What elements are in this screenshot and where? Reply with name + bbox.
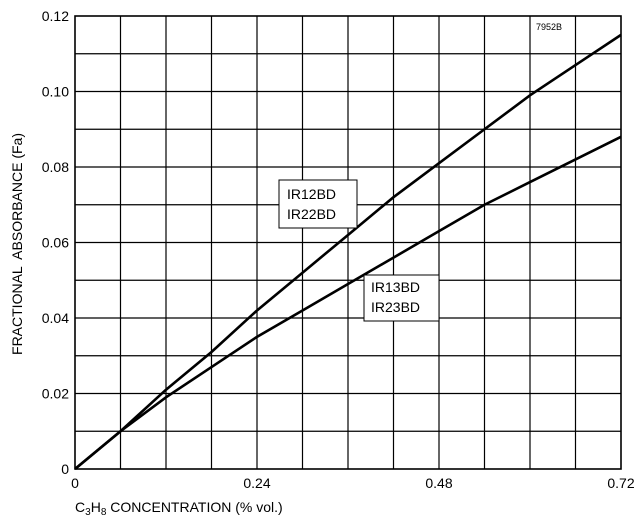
figure-code-text: 7952B	[536, 22, 562, 32]
y-tick-label: 0	[61, 461, 69, 477]
series-label-0-line-2: IR22BD	[287, 206, 336, 222]
plot-frame	[74, 15, 622, 470]
series-group	[74, 33, 622, 471]
x-axis-label-c: C	[75, 499, 85, 515]
figure-code: 7952B	[533, 18, 573, 34]
series-label-1-line-1: IR13BD	[371, 279, 420, 295]
figure-code-box	[533, 18, 573, 34]
x-axis-label-suffix: CONCENTRATION (% vol.)	[106, 499, 282, 515]
series-label-1-line-2: IR23BD	[371, 299, 420, 315]
y-tick-label: 0.08	[42, 159, 69, 175]
x-axis-label-sub2: 8	[101, 507, 107, 518]
x-tick-label: 0.48	[425, 475, 452, 491]
x-tick-label: 0.24	[243, 475, 270, 491]
series-label-0-line-1: IR12BD	[287, 186, 336, 202]
y-tick-label: 0.04	[42, 310, 69, 326]
series-label-0: IR12BD IR22BD	[278, 179, 358, 229]
y-tick-label: 0.06	[42, 235, 69, 251]
series-line-0	[74, 33, 622, 471]
tick-labels: 0 0.24 0.48 0.72 0 0.02 0.04 0.06 0.08 0.10 0.12	[42, 8, 635, 491]
y-tick-label: 0.10	[42, 84, 69, 100]
x-tick-label: 0.72	[607, 475, 634, 491]
series-label-1: IR13BD IR23BD	[363, 274, 440, 322]
y-tick-label: 0.02	[42, 386, 69, 402]
series-label-0-box	[278, 179, 358, 229]
y-axis-label: FRACTIONAL ABSORBANCE (Fa)	[9, 133, 25, 355]
series-label-1-box	[363, 274, 440, 322]
grid	[75, 16, 621, 469]
x-axis-label-sub1: 3	[85, 507, 91, 518]
y-tick-label: 0.12	[42, 8, 69, 24]
x-axis-label: C3H8 CONCENTRATION (% vol.)	[75, 499, 283, 518]
x-axis-label-h: H	[91, 499, 101, 515]
x-tick-label: 0	[71, 475, 79, 491]
series-line-1	[74, 135, 622, 471]
